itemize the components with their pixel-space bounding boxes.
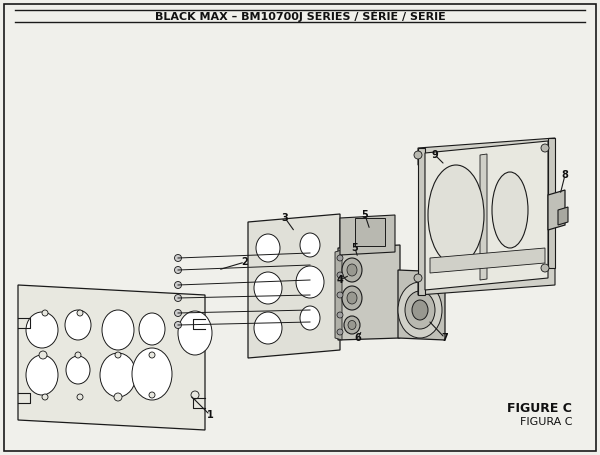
Circle shape bbox=[308, 251, 313, 256]
Text: 5: 5 bbox=[362, 210, 368, 220]
Ellipse shape bbox=[114, 393, 122, 401]
Circle shape bbox=[175, 322, 182, 329]
Ellipse shape bbox=[77, 394, 83, 400]
Polygon shape bbox=[418, 268, 555, 295]
Ellipse shape bbox=[149, 352, 155, 358]
Ellipse shape bbox=[412, 300, 428, 320]
Ellipse shape bbox=[348, 320, 356, 329]
Polygon shape bbox=[340, 215, 395, 255]
Text: 7: 7 bbox=[442, 333, 448, 343]
Text: 4: 4 bbox=[337, 275, 343, 285]
Ellipse shape bbox=[75, 352, 81, 358]
Polygon shape bbox=[338, 245, 400, 340]
Polygon shape bbox=[480, 154, 487, 280]
Circle shape bbox=[414, 151, 422, 159]
Circle shape bbox=[308, 308, 313, 313]
Ellipse shape bbox=[100, 353, 136, 397]
Polygon shape bbox=[398, 270, 445, 340]
Circle shape bbox=[175, 267, 182, 273]
Ellipse shape bbox=[132, 348, 172, 400]
Circle shape bbox=[175, 309, 182, 317]
Ellipse shape bbox=[300, 233, 320, 257]
Polygon shape bbox=[425, 141, 548, 290]
Text: 1: 1 bbox=[206, 410, 214, 420]
Ellipse shape bbox=[296, 266, 324, 298]
Ellipse shape bbox=[256, 234, 280, 262]
Circle shape bbox=[337, 329, 343, 335]
Ellipse shape bbox=[347, 264, 357, 276]
Text: BLACK MAX – BM10700J SERIES / SÉRIE / SERIE: BLACK MAX – BM10700J SERIES / SÉRIE / SE… bbox=[155, 10, 445, 22]
Polygon shape bbox=[335, 250, 342, 340]
Polygon shape bbox=[248, 214, 340, 358]
Ellipse shape bbox=[254, 312, 282, 344]
Ellipse shape bbox=[178, 311, 212, 355]
Ellipse shape bbox=[102, 310, 134, 350]
Polygon shape bbox=[558, 207, 568, 225]
Ellipse shape bbox=[428, 165, 484, 265]
Text: 5: 5 bbox=[352, 243, 358, 253]
Polygon shape bbox=[418, 148, 425, 295]
Ellipse shape bbox=[39, 351, 47, 359]
Circle shape bbox=[541, 264, 549, 272]
Circle shape bbox=[337, 255, 343, 261]
Ellipse shape bbox=[65, 310, 91, 340]
Circle shape bbox=[541, 144, 549, 152]
Circle shape bbox=[414, 274, 422, 282]
Circle shape bbox=[337, 312, 343, 318]
Ellipse shape bbox=[149, 392, 155, 398]
Polygon shape bbox=[548, 138, 555, 268]
Circle shape bbox=[308, 278, 313, 283]
Circle shape bbox=[175, 282, 182, 288]
Circle shape bbox=[308, 263, 313, 268]
Text: FIGURE C: FIGURE C bbox=[507, 401, 572, 415]
FancyBboxPatch shape bbox=[355, 218, 385, 246]
Ellipse shape bbox=[42, 394, 48, 400]
Circle shape bbox=[308, 293, 313, 298]
Polygon shape bbox=[430, 248, 545, 273]
Ellipse shape bbox=[300, 306, 320, 330]
Polygon shape bbox=[418, 138, 555, 165]
Circle shape bbox=[175, 254, 182, 262]
Text: 6: 6 bbox=[355, 333, 361, 343]
Circle shape bbox=[308, 319, 313, 324]
Text: 3: 3 bbox=[281, 213, 289, 223]
Ellipse shape bbox=[115, 352, 121, 358]
Text: 9: 9 bbox=[431, 150, 439, 160]
Ellipse shape bbox=[405, 291, 435, 329]
Text: 8: 8 bbox=[562, 170, 568, 180]
Ellipse shape bbox=[254, 272, 282, 304]
Circle shape bbox=[337, 292, 343, 298]
Ellipse shape bbox=[26, 312, 58, 348]
Circle shape bbox=[337, 272, 343, 278]
Text: 2: 2 bbox=[242, 257, 248, 267]
Ellipse shape bbox=[347, 292, 357, 304]
Ellipse shape bbox=[492, 172, 528, 248]
Ellipse shape bbox=[66, 356, 90, 384]
Ellipse shape bbox=[191, 391, 199, 399]
Polygon shape bbox=[18, 285, 205, 430]
Text: FIGURA C: FIGURA C bbox=[520, 417, 572, 427]
Ellipse shape bbox=[77, 310, 83, 316]
Circle shape bbox=[175, 294, 182, 302]
Ellipse shape bbox=[398, 282, 442, 338]
Ellipse shape bbox=[342, 286, 362, 310]
Ellipse shape bbox=[26, 355, 58, 395]
Ellipse shape bbox=[139, 313, 165, 345]
Ellipse shape bbox=[42, 310, 48, 316]
Ellipse shape bbox=[344, 316, 360, 334]
Polygon shape bbox=[548, 190, 565, 230]
Ellipse shape bbox=[342, 258, 362, 282]
